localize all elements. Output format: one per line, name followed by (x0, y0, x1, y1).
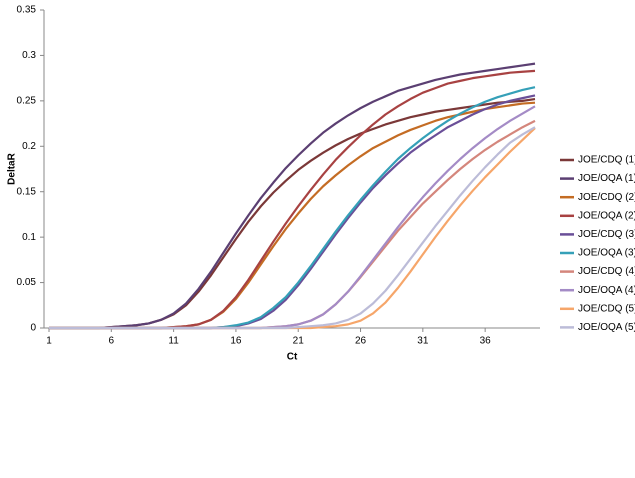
legend-label: JOE/CDQ (2) (578, 192, 635, 203)
legend-label: JOE/CDQ (4) (578, 266, 635, 277)
x-tick-label: 21 (293, 336, 305, 347)
legend-label: JOE/CDQ (3) (578, 229, 635, 240)
legend-label: JOE/OQA (1) (578, 173, 635, 184)
data-line (49, 126, 536, 330)
legend-label: JOE/OQA (5) (578, 322, 635, 333)
y-tick-label: 0 (30, 323, 36, 334)
legend-label: JOE/CDQ (1) (578, 155, 635, 166)
x-tick-label: 26 (355, 336, 367, 347)
x-tick-label: 36 (480, 336, 492, 347)
y-tick-label: 0.3 (22, 50, 36, 61)
data-line (49, 94, 536, 330)
y-tick-label: 0.35 (17, 5, 37, 16)
data-line (49, 105, 536, 330)
x-tick-label: 31 (417, 336, 429, 347)
y-tick-label: 0.25 (17, 95, 37, 106)
x-tick-label: 11 (168, 336, 179, 347)
legend-label: JOE/OQA (2) (578, 210, 635, 221)
x-tick-label: 6 (109, 336, 115, 347)
legend-label: JOE/OQA (3) (578, 248, 635, 259)
legend-label: JOE/OQA (4) (578, 285, 635, 296)
legend-label: JOE/CDQ (5) (578, 303, 635, 314)
data-line (49, 62, 536, 330)
y-tick-label: 0.2 (22, 141, 36, 152)
data-line (49, 119, 536, 330)
y-tick-label: 0.15 (17, 186, 37, 197)
x-tick-label: 16 (230, 336, 242, 347)
y-tick-label: 0.05 (17, 277, 37, 288)
y-tick-label: 0.1 (22, 232, 36, 243)
x-axis-label: Ct (287, 352, 298, 363)
y-axis-label: DeltaR (7, 152, 18, 184)
x-tick-label: 1 (46, 336, 52, 347)
